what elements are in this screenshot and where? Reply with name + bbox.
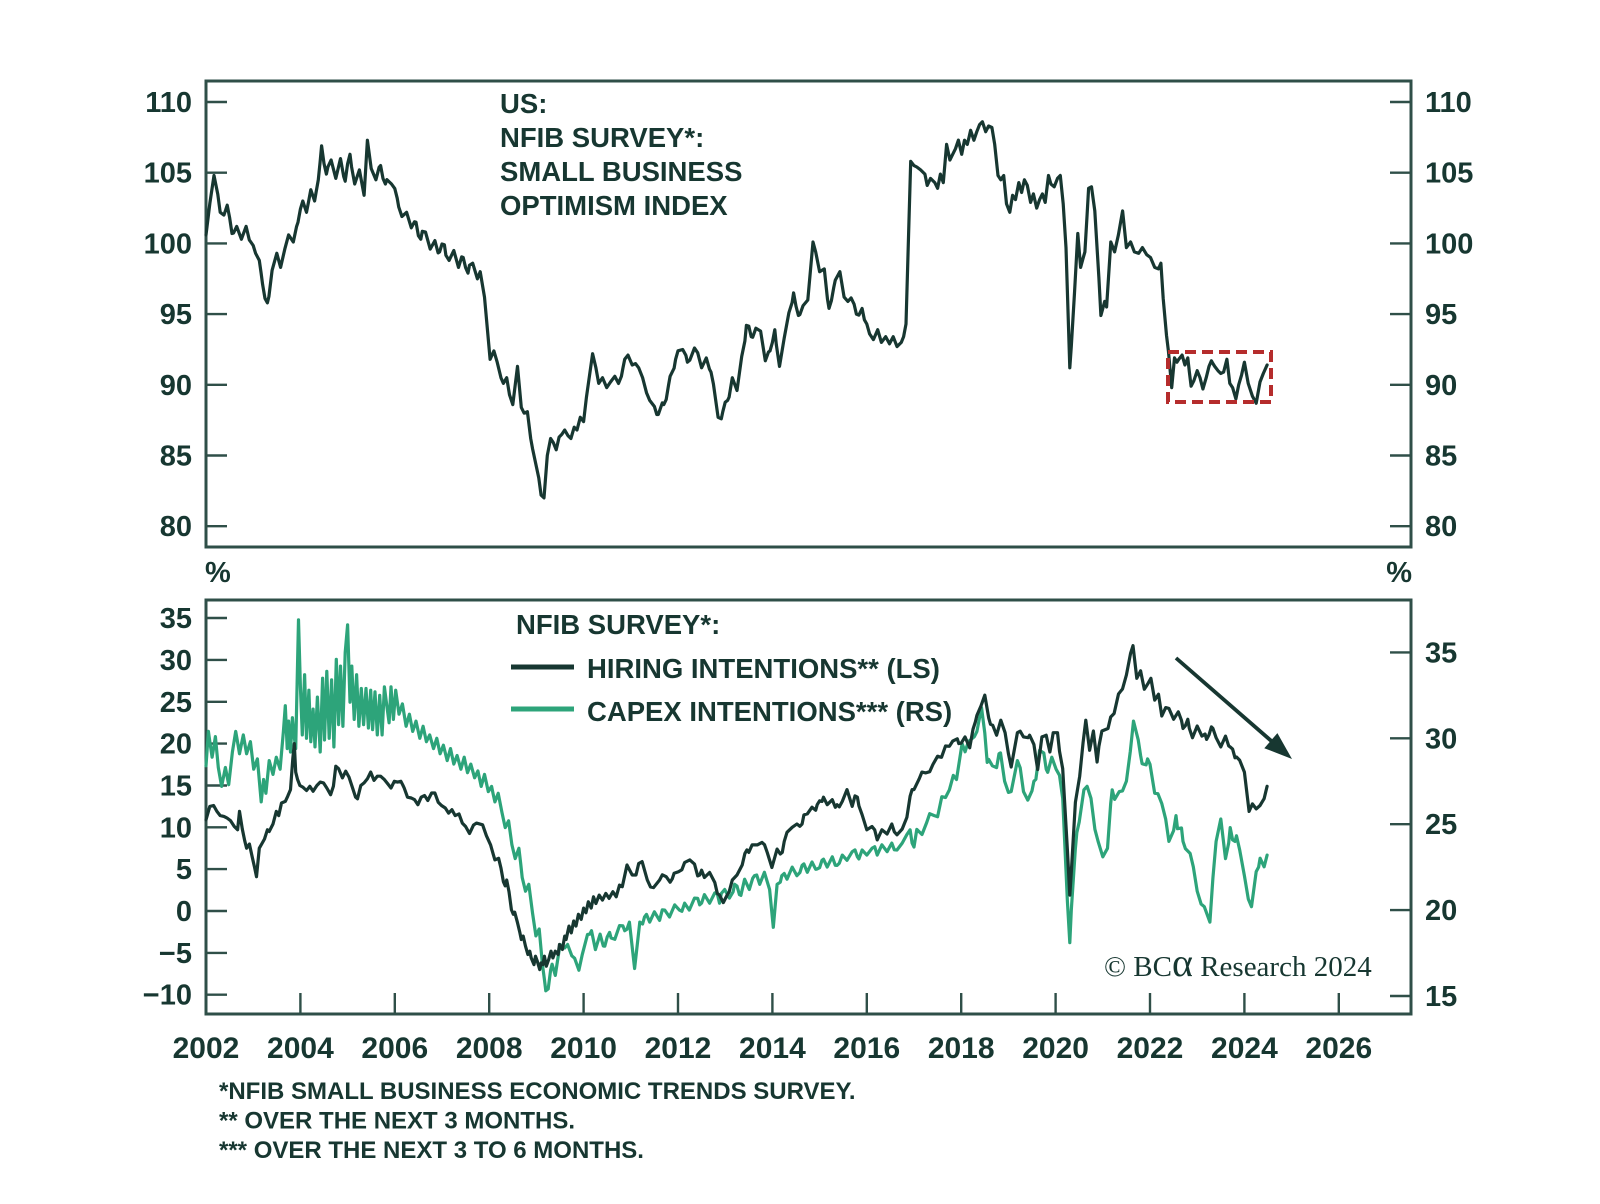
svg-text:35: 35 [160,603,192,635]
svg-text:30: 30 [160,645,192,677]
svg-text:*NFIB SMALL BUSINESS ECONOMIC: *NFIB SMALL BUSINESS ECONOMIC TRENDS SUR… [219,1078,856,1105]
svg-text:2008: 2008 [456,1032,523,1065]
svg-text:95: 95 [160,299,192,331]
svg-text:HIRING INTENTIONS** (LS): HIRING INTENTIONS** (LS) [587,653,940,684]
svg-text:2014: 2014 [739,1032,806,1065]
svg-text:%: % [1386,557,1412,589]
svg-text:35: 35 [1425,637,1457,669]
svg-text:NFIB SURVEY*:: NFIB SURVEY*: [500,122,704,153]
svg-text:2016: 2016 [833,1032,900,1065]
svg-text:95: 95 [1425,299,1457,331]
svg-text:−10: −10 [143,980,192,1012]
svg-text:80: 80 [1425,511,1457,543]
svg-text:2004: 2004 [267,1032,334,1065]
svg-text:105: 105 [144,158,192,190]
svg-text:%: % [205,557,231,589]
svg-text:OPTIMISM INDEX: OPTIMISM INDEX [500,190,728,221]
svg-text:SMALL BUSINESS: SMALL BUSINESS [500,156,742,187]
svg-text:20: 20 [1425,895,1457,927]
svg-text:15: 15 [1425,981,1457,1013]
svg-text:2002: 2002 [173,1032,240,1065]
svg-text:US:: US: [500,88,547,119]
svg-text:NFIB SURVEY*:: NFIB SURVEY*: [516,609,720,640]
svg-text:*** OVER THE NEXT 3 TO 6 MONTH: *** OVER THE NEXT 3 TO 6 MONTHS. [219,1137,644,1164]
svg-text:85: 85 [160,441,192,473]
svg-text:2022: 2022 [1117,1032,1184,1065]
svg-text:20: 20 [160,729,192,761]
svg-text:** OVER THE NEXT 3 MONTHS.: ** OVER THE NEXT 3 MONTHS. [219,1108,575,1135]
svg-text:90: 90 [160,370,192,402]
svg-text:2026: 2026 [1305,1032,1372,1065]
svg-text:15: 15 [160,771,192,803]
svg-text:2018: 2018 [928,1032,995,1065]
svg-text:2012: 2012 [645,1032,712,1065]
svg-text:−5: −5 [159,938,192,970]
svg-text:100: 100 [144,228,192,260]
svg-text:0: 0 [176,896,192,928]
svg-text:100: 100 [1425,228,1473,260]
svg-text:85: 85 [1425,441,1457,473]
svg-text:90: 90 [1425,370,1457,402]
svg-text:CAPEX INTENTIONS*** (RS): CAPEX INTENTIONS*** (RS) [587,696,952,727]
svg-text:110: 110 [1425,87,1472,119]
svg-text:25: 25 [160,687,192,719]
svg-text:25: 25 [1425,809,1457,841]
svg-text:2020: 2020 [1022,1032,1089,1065]
svg-text:5: 5 [176,854,192,886]
svg-text:80: 80 [160,511,192,543]
svg-text:110: 110 [145,87,192,119]
svg-text:10: 10 [160,812,192,844]
svg-text:30: 30 [1425,723,1457,755]
svg-text:2006: 2006 [361,1032,428,1065]
svg-text:105: 105 [1425,158,1473,190]
svg-text:2010: 2010 [550,1032,617,1065]
svg-text:2024: 2024 [1211,1032,1278,1065]
